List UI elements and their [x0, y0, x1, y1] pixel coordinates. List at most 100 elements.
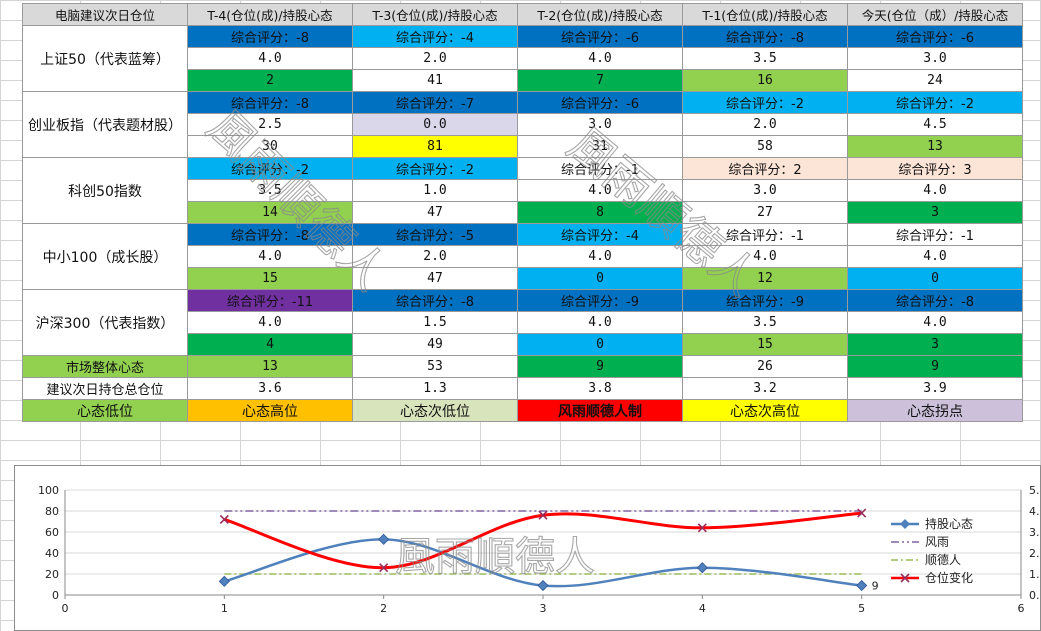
- position-cell[interactable]: 3.5: [682, 47, 848, 70]
- position-cell[interactable]: 4.0: [847, 179, 1023, 202]
- index-name-cell[interactable]: 中小100（成长股）: [22, 223, 188, 290]
- sentiment-cell[interactable]: 15: [682, 333, 848, 356]
- color-legend-cell[interactable]: 风雨顺德人制: [517, 399, 683, 422]
- position-cell[interactable]: 1.5: [352, 311, 518, 334]
- total-cell[interactable]: 1.3: [352, 377, 518, 400]
- market-cell[interactable]: 9: [517, 355, 683, 378]
- sentiment-cell[interactable]: 47: [352, 201, 518, 224]
- position-cell[interactable]: 4.5: [847, 113, 1023, 136]
- position-cell[interactable]: 3.5: [682, 311, 848, 334]
- score-cell[interactable]: 综合评分：-2: [682, 91, 848, 114]
- position-cell[interactable]: 4.0: [517, 311, 683, 334]
- sentiment-cell[interactable]: 47: [352, 267, 518, 290]
- sentiment-cell[interactable]: 16: [682, 69, 848, 92]
- score-cell[interactable]: 综合评分：-7: [352, 91, 518, 114]
- position-cell[interactable]: 3.5: [187, 179, 353, 202]
- position-cell[interactable]: 4.0: [847, 245, 1023, 268]
- sentiment-cell[interactable]: 8: [517, 201, 683, 224]
- position-cell[interactable]: 4.0: [187, 245, 353, 268]
- score-cell[interactable]: 综合评分：-11: [187, 289, 353, 312]
- score-cell[interactable]: 综合评分：-2: [187, 157, 353, 180]
- score-cell[interactable]: 综合评分：-6: [517, 91, 683, 114]
- market-cell[interactable]: 13: [187, 355, 353, 378]
- header-day[interactable]: T-2(仓位(成)/持股心态: [517, 3, 683, 26]
- position-cell[interactable]: 3.0: [517, 113, 683, 136]
- position-cell[interactable]: 1.0: [352, 179, 518, 202]
- score-cell[interactable]: 综合评分：-2: [352, 157, 518, 180]
- sentiment-cell[interactable]: 3: [847, 201, 1023, 224]
- score-cell[interactable]: 综合评分：-8: [682, 25, 848, 48]
- position-cell[interactable]: 2.0: [352, 47, 518, 70]
- score-cell[interactable]: 综合评分：-6: [847, 25, 1023, 48]
- color-legend-cell[interactable]: 心态拐点: [847, 399, 1023, 422]
- sentiment-cell[interactable]: 0: [847, 267, 1023, 290]
- index-name-cell[interactable]: 科创50指数: [22, 157, 188, 224]
- sentiment-cell[interactable]: 15: [187, 267, 353, 290]
- score-cell[interactable]: 综合评分：-9: [517, 289, 683, 312]
- position-cell[interactable]: 4.0: [187, 47, 353, 70]
- sentiment-cell[interactable]: 30: [187, 135, 353, 158]
- sentiment-cell[interactable]: 49: [352, 333, 518, 356]
- header-corner[interactable]: 电脑建议次日仓位: [22, 3, 188, 26]
- position-cell[interactable]: 3.0: [847, 47, 1023, 70]
- score-cell[interactable]: 综合评分：-8: [352, 289, 518, 312]
- total-label-cell[interactable]: 建议次日持仓总仓位: [22, 377, 188, 400]
- sentiment-cell[interactable]: 3: [847, 333, 1023, 356]
- sentiment-cell[interactable]: 81: [352, 135, 518, 158]
- position-cell[interactable]: 4.0: [847, 311, 1023, 334]
- market-label-cell[interactable]: 市场整体心态: [22, 355, 188, 378]
- score-cell[interactable]: 综合评分：-8: [187, 25, 353, 48]
- position-cell[interactable]: 3.0: [682, 179, 848, 202]
- position-cell[interactable]: 2.0: [352, 245, 518, 268]
- position-cell[interactable]: 2.5: [187, 113, 353, 136]
- position-cell[interactable]: 4.0: [517, 179, 683, 202]
- sentiment-cell[interactable]: 0: [517, 267, 683, 290]
- sentiment-cell[interactable]: 31: [517, 135, 683, 158]
- sentiment-cell[interactable]: 2: [187, 69, 353, 92]
- score-cell[interactable]: 综合评分：-2: [847, 91, 1023, 114]
- score-cell[interactable]: 综合评分：-8: [187, 91, 353, 114]
- index-name-cell[interactable]: 沪深300（代表指数）: [22, 289, 188, 356]
- color-legend-cell[interactable]: 心态次高位: [682, 399, 848, 422]
- position-cell[interactable]: 4.0: [682, 245, 848, 268]
- score-cell[interactable]: 综合评分：-5: [352, 223, 518, 246]
- score-cell[interactable]: 综合评分：-1: [682, 223, 848, 246]
- sentiment-cell[interactable]: 14: [187, 201, 353, 224]
- sentiment-cell[interactable]: 27: [682, 201, 848, 224]
- total-cell[interactable]: 3.2: [682, 377, 848, 400]
- position-cell[interactable]: 2.0: [682, 113, 848, 136]
- score-cell[interactable]: 综合评分：-9: [682, 289, 848, 312]
- sentiment-cell[interactable]: 4: [187, 333, 353, 356]
- chart-area[interactable]: 0 20 40 60 80 100 0.00 1.00 2.00 3.00 4.00 5.00 0 1 2 3…: [14, 465, 1041, 631]
- index-name-cell[interactable]: 上证50（代表蓝筹）: [22, 25, 188, 92]
- color-legend-cell[interactable]: 心态次低位: [352, 399, 518, 422]
- sentiment-cell[interactable]: 41: [352, 69, 518, 92]
- index-name-cell[interactable]: 创业板指（代表题材股）: [22, 91, 188, 158]
- total-cell[interactable]: 3.6: [187, 377, 353, 400]
- score-cell[interactable]: 综合评分：-1: [517, 157, 683, 180]
- score-cell[interactable]: 综合评分：-4: [517, 223, 683, 246]
- total-cell[interactable]: 3.8: [517, 377, 683, 400]
- market-cell[interactable]: 9: [847, 355, 1023, 378]
- score-cell[interactable]: 综合评分：-4: [352, 25, 518, 48]
- header-day[interactable]: 今天(仓位（成）/持股心态: [847, 3, 1023, 26]
- score-cell[interactable]: 综合评分：-8: [847, 289, 1023, 312]
- score-cell[interactable]: 综合评分：-8: [187, 223, 353, 246]
- score-cell[interactable]: 综合评分：2: [682, 157, 848, 180]
- position-cell[interactable]: 4.0: [187, 311, 353, 334]
- market-cell[interactable]: 26: [682, 355, 848, 378]
- sentiment-cell[interactable]: 24: [847, 69, 1023, 92]
- sentiment-cell[interactable]: 0: [517, 333, 683, 356]
- header-day[interactable]: T-4(仓位(成)/持股心态: [187, 3, 353, 26]
- score-cell[interactable]: 综合评分：3: [847, 157, 1023, 180]
- sentiment-cell[interactable]: 7: [517, 69, 683, 92]
- header-day[interactable]: T-3(仓位(成)/持股心态: [352, 3, 518, 26]
- market-cell[interactable]: 53: [352, 355, 518, 378]
- sentiment-cell[interactable]: 12: [682, 267, 848, 290]
- sentiment-cell[interactable]: 58: [682, 135, 848, 158]
- position-cell[interactable]: 4.0: [517, 47, 683, 70]
- score-cell[interactable]: 综合评分：-6: [517, 25, 683, 48]
- color-legend-cell[interactable]: 心态高位: [187, 399, 353, 422]
- position-cell[interactable]: 4.0: [517, 245, 683, 268]
- header-day[interactable]: T-1(仓位(成)/持股心态: [682, 3, 848, 26]
